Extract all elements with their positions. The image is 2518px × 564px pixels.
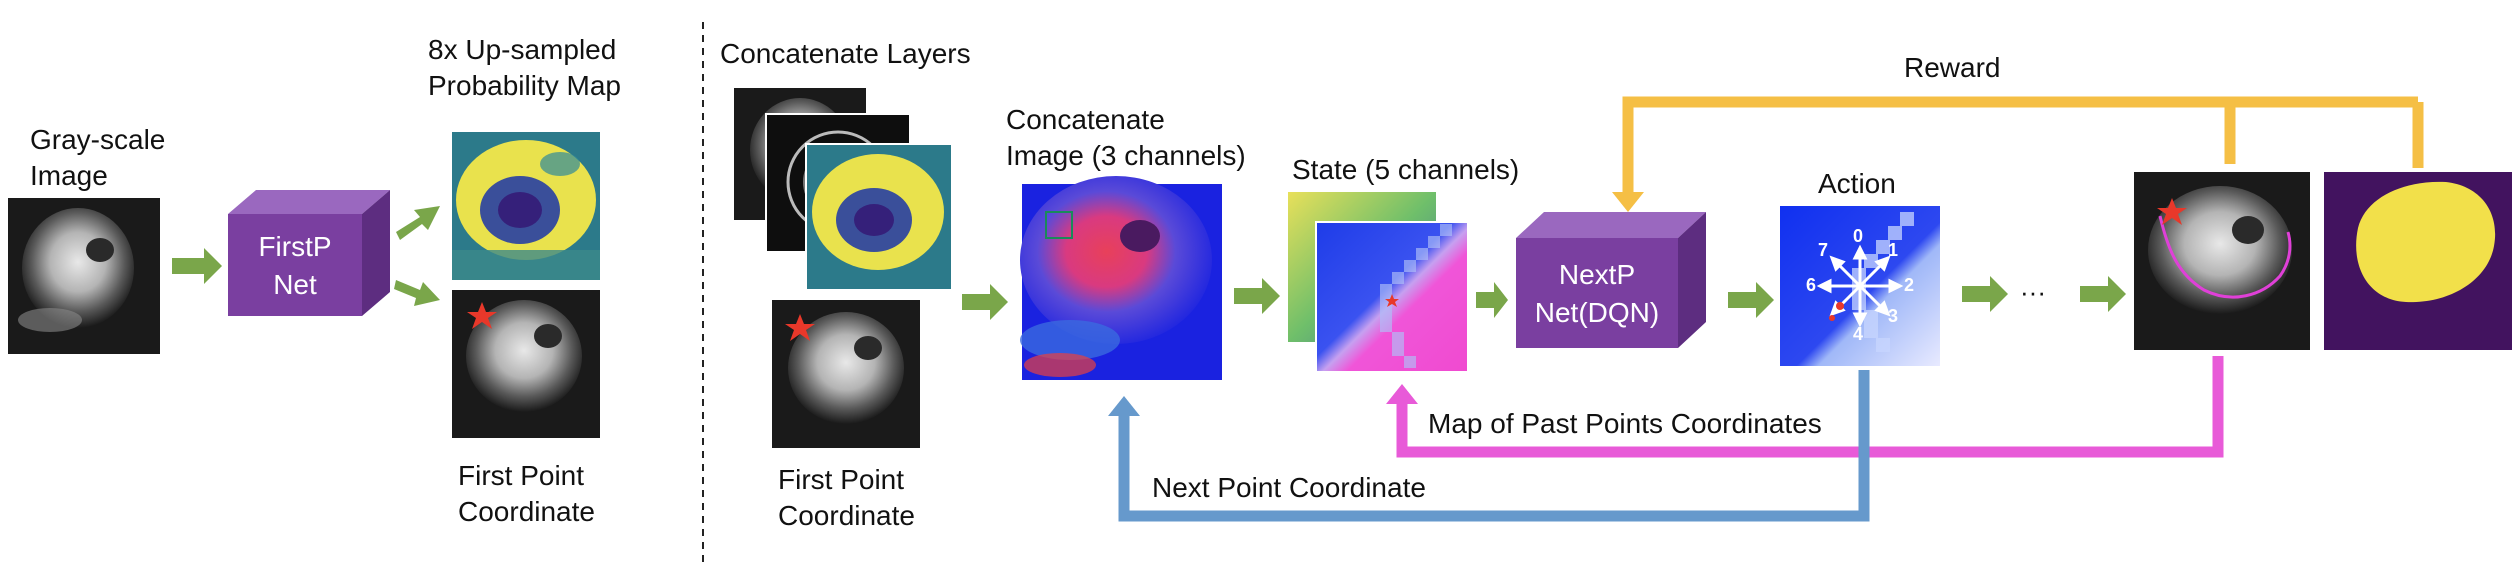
green-arrow xyxy=(172,248,222,284)
concatenate-layers-label: Concatenate Layers xyxy=(720,38,971,69)
next-point-label: Next Point Coordinate xyxy=(1152,472,1426,503)
point-marker-icon xyxy=(1836,302,1844,310)
firstp-net-box xyxy=(228,190,390,316)
reward-arrowhead xyxy=(1612,192,1644,212)
state-image-stack xyxy=(1288,192,1469,373)
green-arrow xyxy=(1476,282,1508,318)
first-point-mri-image-2 xyxy=(772,300,920,448)
action-direction-arrows xyxy=(1816,244,1904,328)
upsampled-map-label: 8x Up-sampled Probability Map xyxy=(428,34,621,101)
action-dir-6: 6 xyxy=(1806,275,1817,295)
point-marker-icon xyxy=(1829,315,1835,321)
nextp-net-box xyxy=(1516,212,1706,348)
green-arrow xyxy=(2080,276,2126,312)
next-point-arrowhead xyxy=(1108,396,1140,416)
next-point-arrow xyxy=(1118,370,1870,522)
green-arrow xyxy=(1234,278,1280,314)
segmentation-mask-image xyxy=(2324,172,2512,350)
green-arrow xyxy=(394,280,440,306)
reward-label: Reward xyxy=(1904,52,2001,83)
past-points-arrowhead xyxy=(1386,384,1418,404)
state-label: State (5 channels) xyxy=(1292,154,1520,185)
firstp-net-label: FirstP Net xyxy=(258,231,332,300)
probability-map-image xyxy=(452,132,600,280)
final-contour-mri-image xyxy=(2134,172,2310,350)
first-point-coordinate-label: First Point Coordinate xyxy=(458,460,595,527)
green-arrow xyxy=(396,206,440,240)
grayscale-image-label: Gray-scale Image xyxy=(30,124,166,191)
ellipsis-label: ··· xyxy=(2020,277,2046,307)
first-point-mri-image xyxy=(452,290,600,438)
nextp-net-label: NextP Net(DQN) xyxy=(1534,259,1660,328)
concatenate-image-label: Concatenate Image (3 channels) xyxy=(1006,104,1246,171)
star-marker-icon xyxy=(1385,294,1399,307)
star-marker-icon xyxy=(2157,198,2187,225)
first-point-coordinate-label-2: First Point Coordinate xyxy=(778,464,915,531)
action-dir-3: 3 xyxy=(1888,306,1899,326)
concatenate-image xyxy=(1020,176,1222,380)
action-dir-0: 0 xyxy=(1853,226,1864,246)
past-points-arrow xyxy=(1396,356,2224,458)
action-dir-4: 4 xyxy=(1853,324,1864,344)
concatenate-layers-stack xyxy=(734,88,953,291)
action-label: Action xyxy=(1818,168,1896,199)
star-marker-icon xyxy=(785,314,815,341)
grayscale-mri-image xyxy=(8,198,160,354)
green-arrow xyxy=(962,284,1008,320)
action-dir-2: 2 xyxy=(1904,275,1915,295)
action-dir-1: 1 xyxy=(1888,240,1899,260)
green-arrow xyxy=(1728,282,1774,318)
past-points-label: Map of Past Points Coordinates xyxy=(1428,408,1822,439)
action-image xyxy=(1780,206,1940,366)
green-arrow xyxy=(1962,276,2008,312)
action-dir-7: 7 xyxy=(1818,240,1829,260)
reward-arrow xyxy=(1622,96,2424,196)
star-marker-icon xyxy=(467,302,497,329)
